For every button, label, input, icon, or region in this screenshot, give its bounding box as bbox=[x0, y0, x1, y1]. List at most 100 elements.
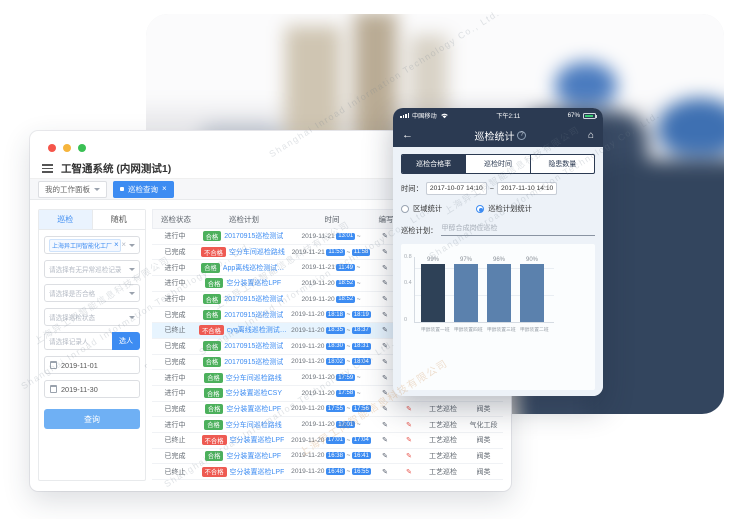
help-icon[interactable]: ? bbox=[517, 130, 527, 140]
edit-pencil-icon[interactable]: ✎ bbox=[382, 311, 388, 319]
query-button[interactable]: 查询 bbox=[44, 409, 140, 429]
segment-hazard-count[interactable]: 隐患数量 bbox=[529, 155, 594, 173]
table-row[interactable]: 已终止 不合格 空分装置巡检LPF 2019-11-20 17:01 ~ 17:… bbox=[152, 433, 503, 449]
row-time-cell: 2019-11-20 18:52 ~ bbox=[288, 279, 374, 287]
date-from-picker[interactable]: 2017-10-07 14:10 bbox=[425, 182, 487, 195]
qualified-badge: 不合格 bbox=[201, 466, 227, 477]
close-window-button[interactable] bbox=[48, 144, 56, 152]
row-status: 进行中 bbox=[164, 264, 186, 272]
table-row[interactable]: 已终止 不合格 空分装置巡检LPF 2019-11-20 16:48 ~ 16:… bbox=[152, 464, 503, 480]
edit-pencil-icon[interactable]: ✎ bbox=[382, 296, 388, 304]
edit-pencil-icon[interactable]: ✎ bbox=[382, 343, 388, 351]
time-separator: ~ bbox=[346, 405, 351, 413]
tab-workspace-label: 我的工作面板 bbox=[45, 184, 90, 194]
sidebar-collapse-handle[interactable]: ‹ bbox=[144, 361, 147, 371]
edit-pencil-icon[interactable]: ✎ bbox=[382, 264, 388, 272]
start-time-chip: 18:52 bbox=[336, 279, 356, 287]
sidebar-tab-inspection[interactable]: 巡检 bbox=[39, 210, 93, 229]
abnormal-record-placeholder: 请选择有无异常巡检记录 bbox=[49, 267, 122, 274]
recorder-input[interactable]: 请选择记录人 bbox=[44, 332, 112, 350]
row-inspection-type: 工艺巡检 bbox=[429, 437, 457, 445]
plan-link[interactable]: 20170915巡检测试 bbox=[224, 296, 284, 304]
edit-pencil-icon[interactable]: ✎ bbox=[382, 233, 388, 241]
hamburger-menu-icon[interactable] bbox=[42, 162, 53, 175]
radio-plan-stat[interactable] bbox=[476, 205, 485, 213]
edit-pencil-icon[interactable]: ✎ bbox=[382, 468, 388, 476]
edit-pencil-icon[interactable]: ✎ bbox=[382, 390, 388, 398]
close-tab-icon[interactable]: × bbox=[162, 184, 167, 193]
plan-link[interactable]: cyq离线巡检测试计划 bbox=[226, 327, 287, 335]
edit-pencil-icon[interactable]: ✎ bbox=[382, 327, 388, 335]
home-icon[interactable]: ⌂ bbox=[587, 129, 594, 141]
time-separator: ~ bbox=[356, 279, 361, 287]
remove-chip-icon[interactable]: × bbox=[114, 240, 119, 249]
end-time-chip: 16:55 bbox=[351, 468, 371, 476]
clear-select-icon[interactable]: × bbox=[121, 240, 126, 249]
status-select[interactable]: 请选择巡检状态 bbox=[44, 308, 140, 326]
plan-link[interactable]: 空分装置巡检LPF bbox=[226, 452, 282, 460]
photo-hardhat bbox=[657, 97, 724, 156]
plan-link[interactable]: 空分装置巡检LPF bbox=[226, 280, 282, 288]
end-time-chip: 17:56 bbox=[351, 405, 371, 413]
start-date-picker[interactable]: 2019-11-01 bbox=[44, 356, 140, 374]
plan-link[interactable]: 20170915巡检测试 bbox=[224, 358, 284, 366]
plan-link[interactable]: 20170915巡检测试 bbox=[224, 311, 284, 319]
qualified-select[interactable]: 请选择是否合格 bbox=[44, 284, 140, 302]
edit-pencil-icon[interactable]: ✎ bbox=[382, 249, 388, 257]
row-plan-cell: 不合格 空分装置巡检LPF bbox=[198, 435, 288, 446]
row-date: 2019-11-21 bbox=[291, 248, 325, 256]
plan-link[interactable]: 空分装置巡检LPF bbox=[229, 437, 285, 445]
segment-pass-rate[interactable]: 巡检合格率 bbox=[402, 155, 466, 173]
edit-pencil-icon[interactable]: ✎ bbox=[382, 374, 388, 382]
plan-link[interactable]: 空分车间巡检路线 bbox=[228, 249, 285, 257]
maximize-window-button[interactable] bbox=[78, 144, 86, 152]
table-row[interactable]: 已完成 合格 20170915巡检测试 2019-11-20 18:18 ~ 1… bbox=[152, 307, 503, 324]
abnormal-record-select[interactable]: 请选择有无异常巡检记录 bbox=[44, 260, 140, 278]
plan-link[interactable]: 20170915巡检测试 bbox=[224, 233, 284, 241]
tab-workspace[interactable]: 我的工作面板 bbox=[38, 180, 107, 198]
back-arrow-icon[interactable]: ← bbox=[402, 129, 413, 141]
row-status: 进行中 bbox=[164, 280, 186, 288]
date-to-picker[interactable]: 2017-11-10 14:10 bbox=[496, 182, 558, 195]
row-plan-cell: 合格 20170915巡检测试 bbox=[198, 231, 288, 242]
table-row[interactable]: 进行中 合格 空分车间巡检路线 2019-11-20 17:01 ~ ✎ ✎ 工… bbox=[152, 417, 503, 433]
edit-pencil-icon[interactable]: ✎ bbox=[382, 358, 388, 366]
abnormal-mark-icon: ✎ bbox=[406, 468, 412, 476]
plan-link[interactable]: 空分车间巡检路线 bbox=[225, 421, 282, 429]
header-time: 时间 bbox=[324, 214, 340, 224]
row-plan-cell: 不合格 空分车间巡检路线 bbox=[198, 247, 288, 258]
edit-pencil-icon[interactable]: ✎ bbox=[382, 405, 388, 413]
factory-select[interactable]: 上海异工同智能化工厂 × × bbox=[44, 236, 140, 254]
plan-link[interactable]: App离线巡检测试计划 bbox=[222, 264, 285, 272]
pick-person-button[interactable]: 选人 bbox=[112, 332, 140, 350]
plan-link[interactable]: 20170915巡检测试 bbox=[224, 343, 284, 351]
sidebar-tab-random[interactable]: 随机 bbox=[92, 210, 145, 229]
row-date: 2019-11-21 bbox=[301, 264, 335, 272]
end-time-chip: 18:37 bbox=[351, 326, 371, 334]
start-time-chip: 13:01 bbox=[336, 232, 356, 240]
edit-pencil-icon[interactable]: ✎ bbox=[382, 280, 388, 288]
segment-time[interactable]: 巡检时间 bbox=[465, 155, 529, 173]
plan-link[interactable]: 空分装置巡检LPF bbox=[226, 405, 282, 413]
plan-link[interactable]: 空分装置巡检CSY bbox=[225, 390, 282, 398]
battery-percent: 67% bbox=[567, 112, 580, 119]
plan-link[interactable]: 空分车间巡检路线 bbox=[225, 374, 282, 382]
plan-link[interactable]: 空分装置巡检LPF bbox=[229, 468, 285, 476]
radio-area-stat[interactable] bbox=[401, 205, 409, 213]
row-date: 2019-11-20 bbox=[291, 405, 325, 413]
row-time-cell: 2019-11-21 11:49 ~ bbox=[288, 264, 374, 272]
table-row[interactable]: 已完成 合格 空分装置巡检LPF 2019-11-20 17:55 ~ 17:5… bbox=[152, 402, 503, 418]
edit-pencil-icon[interactable]: ✎ bbox=[382, 437, 388, 445]
tab-inspection-query[interactable]: 巡检查询 × bbox=[113, 180, 174, 198]
minimize-window-button[interactable] bbox=[63, 144, 71, 152]
edit-pencil-icon[interactable]: ✎ bbox=[382, 452, 388, 460]
phone-mockup: 中国移动 下午2:11 67% ← 巡检统计 ? ⌂ 巡检合格率 巡检时间 隐患… bbox=[393, 108, 603, 396]
time-separator: ~ bbox=[346, 326, 351, 334]
plan-input[interactable]: 甲醇合成岗位巡检 bbox=[441, 223, 595, 236]
edit-pencil-icon[interactable]: ✎ bbox=[382, 421, 388, 429]
table-row[interactable]: 已完成 合格 空分装置巡检LPF 2019-11-20 16:38 ~ 16:4… bbox=[152, 449, 503, 465]
table-row[interactable]: 已完成 不合格 空分车间巡检路线 2019-11-21 11:53 ~ 11:5… bbox=[152, 245, 503, 261]
time-separator: ~ bbox=[346, 468, 351, 476]
end-date-picker[interactable]: 2019-11-30 bbox=[44, 380, 140, 398]
qualified-badge: 不合格 bbox=[201, 247, 226, 258]
